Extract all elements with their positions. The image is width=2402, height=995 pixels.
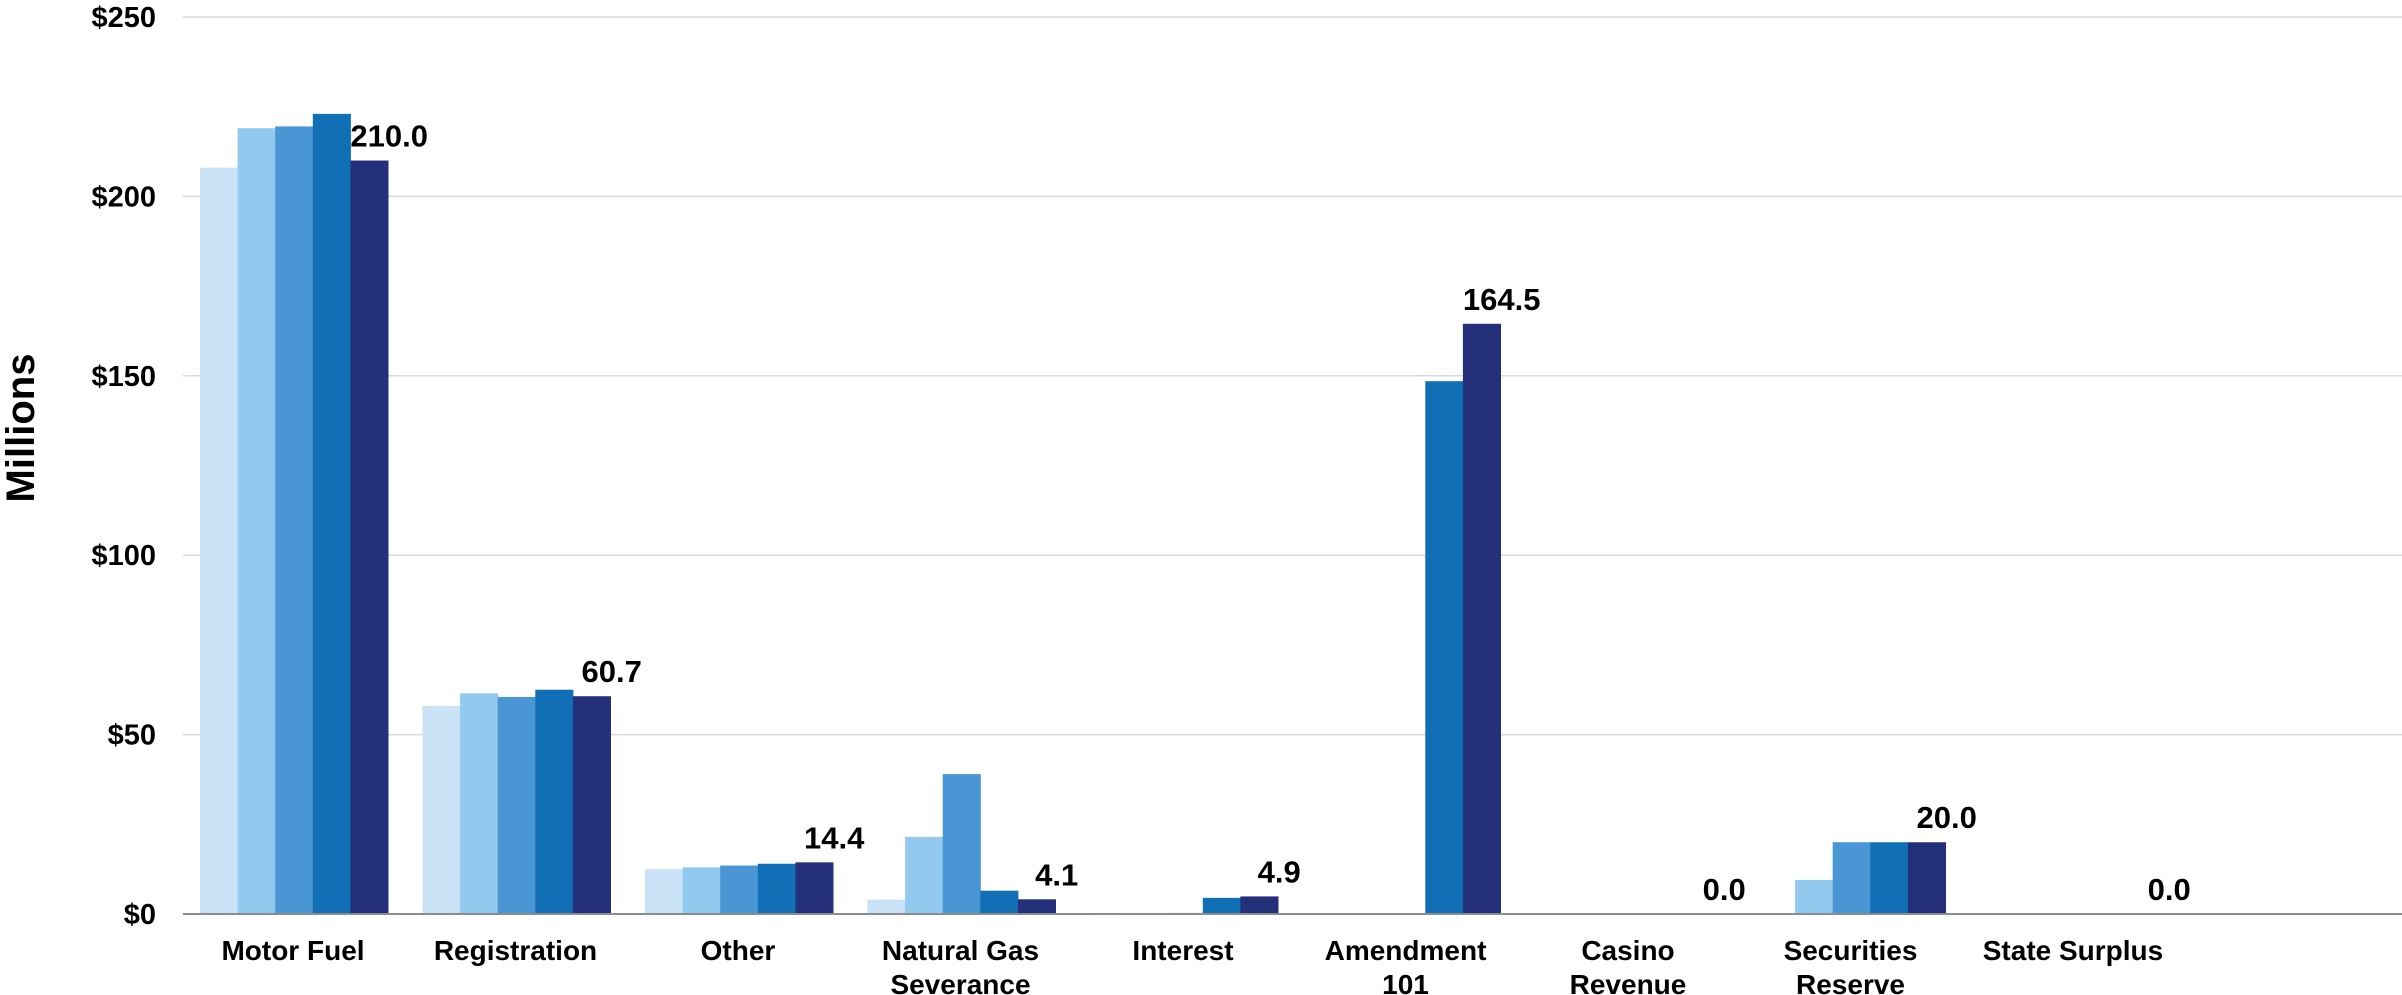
bar bbox=[237, 128, 276, 914]
data-label: 14.4 bbox=[804, 820, 865, 855]
bar bbox=[422, 705, 461, 914]
x-category-label: Interest bbox=[1132, 935, 1233, 966]
data-label: 20.0 bbox=[1917, 800, 1977, 835]
bar bbox=[1462, 323, 1501, 914]
gridlines bbox=[183, 16, 2402, 736]
bar bbox=[1017, 899, 1056, 914]
bar bbox=[980, 890, 1019, 914]
bar bbox=[1795, 879, 1834, 914]
x-axis-categories: Motor Fuel Registration Other Natural Gas Se… bbox=[221, 935, 2163, 995]
bar bbox=[312, 113, 351, 915]
bar bbox=[905, 836, 944, 914]
y-tick-label: $100 bbox=[91, 540, 156, 572]
bar bbox=[497, 696, 536, 914]
x-category-label: Casino bbox=[1581, 935, 1674, 966]
bar bbox=[1240, 896, 1279, 914]
bar bbox=[682, 867, 721, 914]
x-category-label: Other bbox=[701, 935, 776, 966]
data-labels: 210.0 60.7 14.4 4.1 4.9 164.5 0.0 20.0 0.0 bbox=[350, 119, 2190, 907]
y-axis-ticks: $0 $50 $100 $150 $200 $250 bbox=[91, 2, 156, 931]
data-label: 0.0 bbox=[2148, 872, 2191, 907]
bar bbox=[1425, 381, 1464, 914]
bar bbox=[1870, 842, 1909, 914]
bar bbox=[757, 863, 796, 914]
y-axis-title: Millions bbox=[0, 354, 43, 503]
bar bbox=[645, 869, 684, 914]
data-label: 164.5 bbox=[1463, 282, 1541, 317]
bar bbox=[535, 689, 574, 914]
bar bbox=[200, 167, 239, 915]
x-category-label: Amendment bbox=[1325, 935, 1487, 966]
bar bbox=[275, 126, 314, 914]
data-label: 4.9 bbox=[1258, 854, 1301, 889]
bar bbox=[460, 693, 499, 914]
x-category-label: Reserve bbox=[1796, 969, 1905, 995]
bar bbox=[572, 696, 611, 914]
x-category-label: Revenue bbox=[1570, 969, 1687, 995]
y-tick-label: $200 bbox=[91, 181, 156, 213]
y-tick-label: $50 bbox=[108, 720, 156, 752]
bar bbox=[942, 774, 981, 914]
bar bbox=[1832, 842, 1871, 914]
x-category-label: 101 bbox=[1382, 969, 1429, 995]
x-category-label: Motor Fuel bbox=[221, 935, 364, 966]
x-category-label: Securities bbox=[1784, 935, 1918, 966]
y-tick-label: $250 bbox=[91, 2, 156, 34]
bar bbox=[1202, 897, 1241, 914]
bar bbox=[720, 865, 759, 914]
data-label: 60.7 bbox=[582, 654, 642, 689]
bar bbox=[350, 160, 389, 914]
x-category-label: Severance bbox=[890, 969, 1030, 995]
x-category-label: Registration bbox=[434, 935, 597, 966]
data-label: 4.1 bbox=[1035, 857, 1078, 892]
y-tick-label: $150 bbox=[91, 361, 156, 393]
x-category-label: State Surplus bbox=[1983, 935, 2163, 966]
bars bbox=[200, 113, 1946, 915]
bar bbox=[867, 899, 906, 914]
data-label: 0.0 bbox=[1703, 872, 1746, 907]
bar bbox=[795, 862, 834, 914]
y-tick-label: $0 bbox=[124, 899, 156, 931]
x-category-label: Natural Gas bbox=[882, 935, 1039, 966]
data-label: 210.0 bbox=[350, 119, 428, 154]
bar bbox=[1907, 842, 1946, 914]
